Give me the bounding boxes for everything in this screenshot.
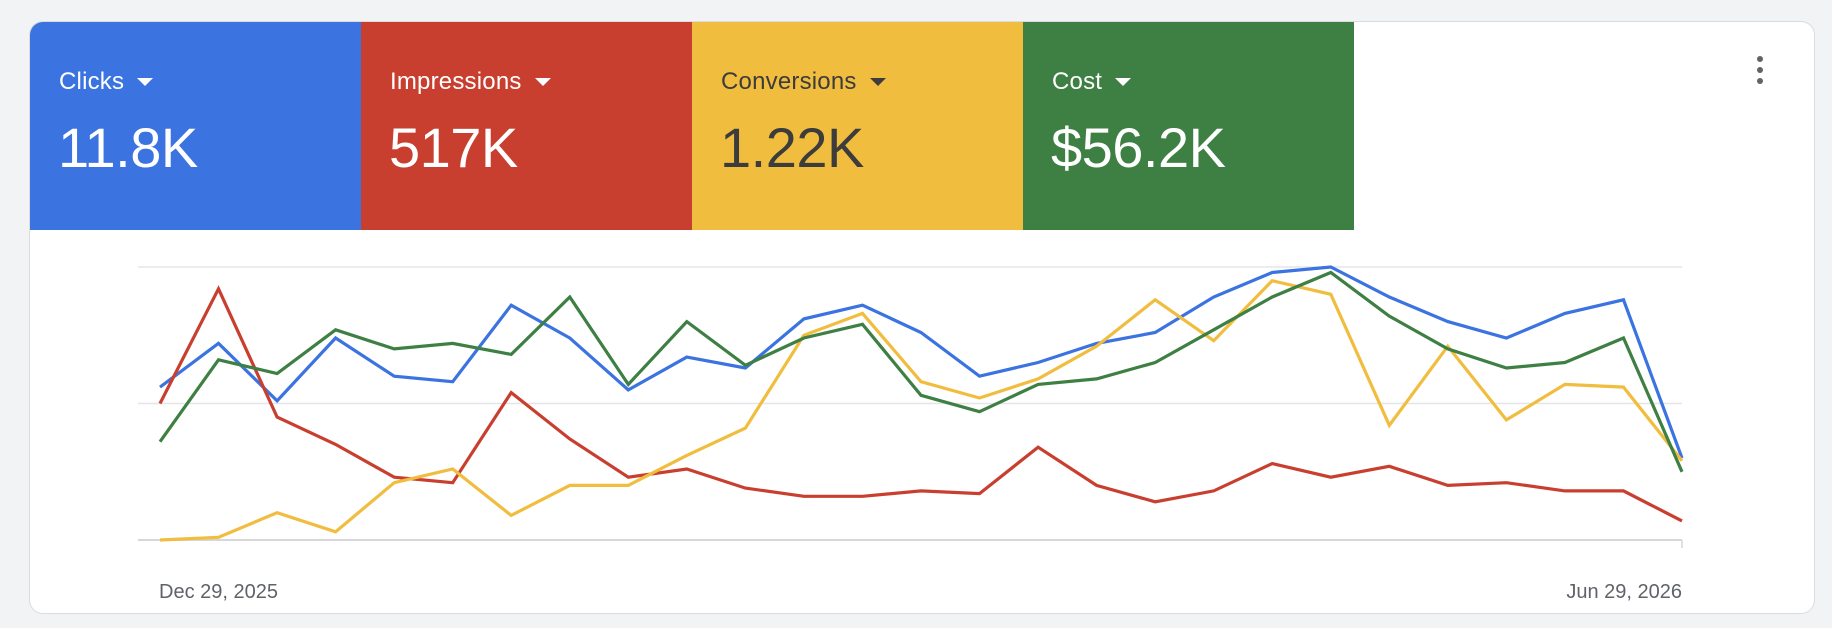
dropdown-arrow-icon[interactable] [869,78,886,86]
metric-tiles: Clicks 11.8K Impressions 517K Conversion… [30,22,1354,230]
metric-tile-clicks[interactable]: Clicks 11.8K [30,22,361,230]
series-line-clicks [159,265,1684,459]
series-line-cost [158,270,1684,473]
metric-label: Clicks [59,68,125,95]
dropdown-arrow-icon[interactable] [1115,78,1132,86]
metric-label: Conversions [721,68,857,95]
metric-selector[interactable]: Conversions [721,68,886,96]
series-line-conversions [159,278,1684,542]
metric-label: Cost [1052,68,1103,95]
x-axis-end-label: Jun 29, 2026 [1566,581,1682,603]
more-vert-icon[interactable] [1746,50,1774,90]
menu-dot [1757,78,1763,84]
metric-tile-impressions[interactable]: Impressions 517K [361,22,692,230]
metric-value: $56.2K [1051,116,1226,179]
metric-label: Impressions [390,68,522,95]
menu-dot [1757,67,1763,73]
dropdown-arrow-icon[interactable] [137,78,154,86]
dropdown-arrow-icon[interactable] [534,78,551,86]
metric-tile-cost[interactable]: Cost $56.2K [1023,22,1354,230]
metric-tile-conversions[interactable]: Conversions 1.22K [692,22,1023,230]
performance-card: Clicks 11.8K Impressions 517K Conversion… [29,21,1815,614]
metric-value: 517K [389,116,518,179]
metric-selector[interactable]: Cost [1052,68,1132,96]
menu-dot [1757,56,1763,62]
x-axis-start-label: Dec 29, 2025 [159,581,278,603]
metric-selector[interactable]: Clicks [59,68,154,96]
metric-selector[interactable]: Impressions [390,68,551,96]
metric-value: 11.8K [58,116,198,179]
line-chart: Dec 29, 2025 Jun 29, 2026 [138,265,1684,603]
metric-value: 1.22K [720,116,864,179]
